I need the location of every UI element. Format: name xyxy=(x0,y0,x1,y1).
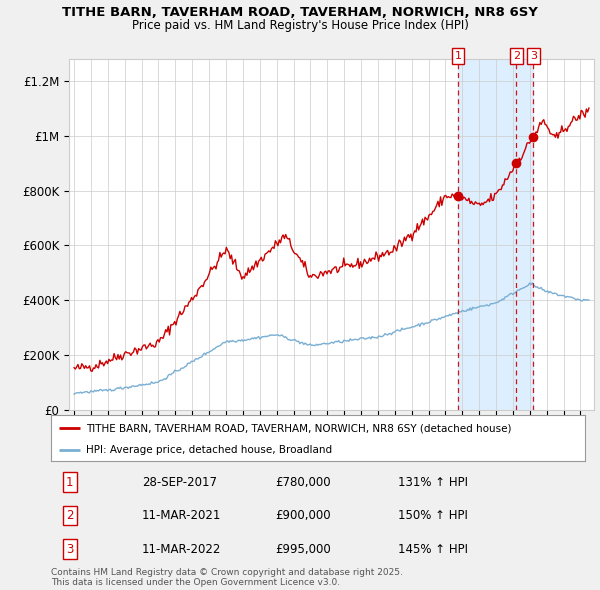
Text: £780,000: £780,000 xyxy=(275,476,331,489)
Text: 28-SEP-2017: 28-SEP-2017 xyxy=(142,476,217,489)
Text: 2: 2 xyxy=(66,509,73,522)
Text: £900,000: £900,000 xyxy=(275,509,331,522)
Text: HPI: Average price, detached house, Broadland: HPI: Average price, detached house, Broa… xyxy=(86,445,332,455)
Text: £995,000: £995,000 xyxy=(275,543,331,556)
Text: 11-MAR-2021: 11-MAR-2021 xyxy=(142,509,221,522)
Text: TITHE BARN, TAVERHAM ROAD, TAVERHAM, NORWICH, NR8 6SY: TITHE BARN, TAVERHAM ROAD, TAVERHAM, NOR… xyxy=(62,6,538,19)
Text: Price paid vs. HM Land Registry's House Price Index (HPI): Price paid vs. HM Land Registry's House … xyxy=(131,19,469,32)
Text: TITHE BARN, TAVERHAM ROAD, TAVERHAM, NORWICH, NR8 6SY (detached house): TITHE BARN, TAVERHAM ROAD, TAVERHAM, NOR… xyxy=(86,423,511,433)
Text: 131% ↑ HPI: 131% ↑ HPI xyxy=(398,476,468,489)
Text: 1: 1 xyxy=(455,51,461,61)
Text: 150% ↑ HPI: 150% ↑ HPI xyxy=(398,509,468,522)
Bar xyxy=(458,59,533,410)
Text: 145% ↑ HPI: 145% ↑ HPI xyxy=(398,543,468,556)
Text: 2: 2 xyxy=(513,51,520,61)
Text: 11-MAR-2022: 11-MAR-2022 xyxy=(142,543,221,556)
Text: 3: 3 xyxy=(66,543,73,556)
Text: 1: 1 xyxy=(66,476,73,489)
Text: Contains HM Land Registry data © Crown copyright and database right 2025.
This d: Contains HM Land Registry data © Crown c… xyxy=(51,568,403,587)
Text: 3: 3 xyxy=(530,51,537,61)
